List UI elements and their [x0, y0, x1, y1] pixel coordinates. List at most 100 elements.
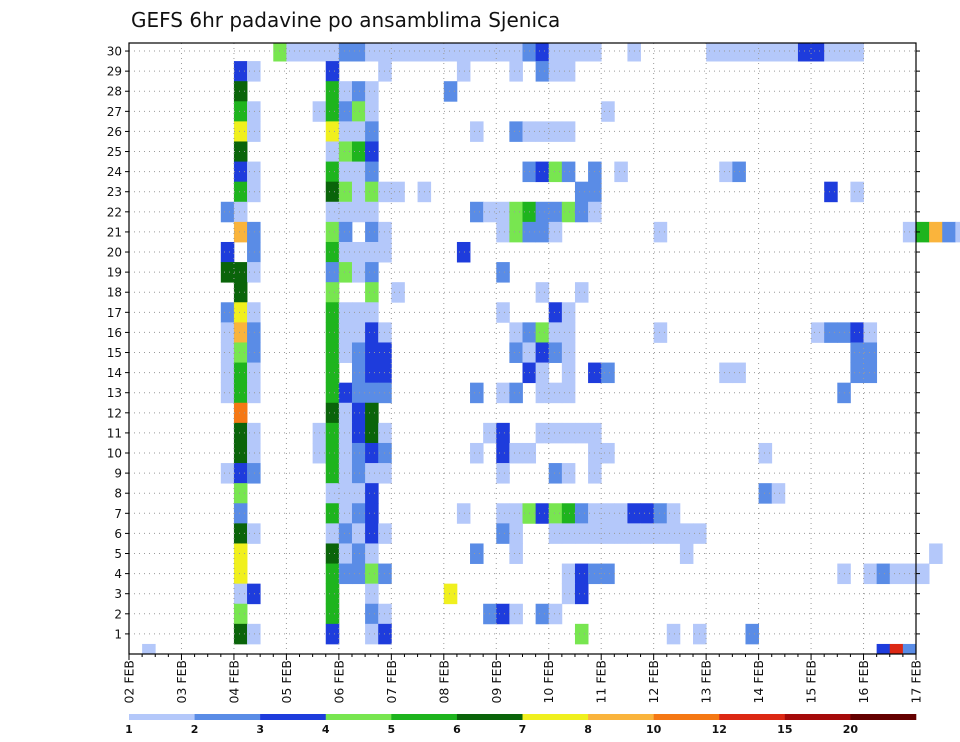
colorbar-label: 6	[453, 723, 461, 736]
heatmap-cell	[496, 463, 510, 484]
heatmap-cell	[351, 483, 366, 504]
heatmap-cell	[220, 262, 235, 283]
heatmap-cell	[771, 43, 786, 62]
heatmap-cell	[325, 201, 340, 223]
heatmap-cell	[325, 442, 340, 464]
x-tick-label: 04 FEB	[226, 660, 241, 704]
x-tick-label: 14 FEB	[751, 660, 766, 704]
heatmap-cell	[574, 583, 589, 605]
chart-title: GEFS 6hr padavine po ansamblima Sjenica	[131, 8, 560, 32]
heatmap-cell	[876, 643, 891, 655]
heatmap-cell	[365, 623, 379, 645]
heatmap-cell	[365, 121, 379, 142]
heatmap-cell	[535, 221, 550, 243]
heatmap-cell	[233, 382, 248, 404]
heatmap-cell	[233, 302, 248, 323]
heatmap-cell	[233, 262, 248, 283]
heatmap-cell	[955, 221, 960, 243]
colorbar-swatch	[325, 714, 392, 720]
heatmap-cell	[247, 382, 261, 404]
heatmap-cell	[233, 141, 248, 162]
heatmap-cell	[496, 302, 510, 323]
heatmap-cell	[365, 181, 379, 203]
heatmap-cell	[351, 141, 366, 162]
heatmap-cell	[758, 442, 773, 464]
x-tick-label: 15 FEB	[804, 660, 819, 704]
heatmap-cell	[732, 43, 746, 62]
y-axis: 1234567891011121314151617181920212223242…	[107, 45, 920, 641]
heatmap-cell	[889, 563, 904, 585]
heatmap-cell	[325, 523, 340, 544]
colorbar-label: 5	[388, 723, 396, 736]
heatmap-cell	[509, 121, 523, 142]
heatmap-cell	[338, 201, 353, 223]
heatmap-cell	[338, 543, 353, 564]
heatmap-cell	[889, 643, 904, 655]
heatmap-cell	[220, 201, 235, 223]
heatmap-cell	[863, 362, 878, 384]
heatmap-cell	[325, 402, 340, 424]
heatmap-cell	[456, 61, 471, 82]
heatmap-cell	[338, 161, 353, 183]
heatmap-cell	[561, 503, 576, 524]
heatmap-cell	[351, 262, 366, 283]
heatmap-cell	[365, 43, 379, 62]
heatmap-cell	[220, 302, 235, 323]
heatmap-cell	[220, 241, 235, 263]
heatmap-cell	[601, 523, 615, 544]
heatmap-cell	[509, 221, 523, 243]
heatmap-cell	[365, 81, 379, 102]
heatmap-cell	[325, 422, 340, 444]
colorbar: 1 2 3 4 5 6 7 8 10 12 15 20	[125, 714, 917, 736]
heatmap-cell	[483, 43, 497, 62]
heatmap-cell	[338, 121, 353, 142]
heatmap-cell	[548, 342, 563, 363]
y-tick-label: 5	[114, 547, 122, 561]
x-tick-label: 07 FEB	[384, 660, 399, 704]
heatmap-cell	[470, 442, 484, 464]
heatmap-cell	[365, 302, 379, 323]
heatmap-cell	[365, 583, 379, 605]
heatmap-cell	[456, 241, 471, 263]
heatmap-cell	[522, 43, 537, 62]
x-axis: 02 FEB 03 FEB 04 FEB 05 FEB 06 FEB 07 FEB 08 F…	[122, 654, 924, 704]
heatmap-cell	[325, 342, 340, 363]
heatmap-cell	[561, 422, 576, 444]
heatmap-cell	[496, 221, 510, 243]
heatmap-cell	[601, 362, 615, 384]
colorbar-label: 12	[712, 723, 727, 736]
heatmap-cell	[535, 121, 550, 142]
heatmap-cell	[417, 43, 432, 62]
heatmap-cell	[365, 322, 379, 343]
heatmap-cell	[325, 362, 340, 384]
heatmap-cell	[365, 161, 379, 183]
x-tick-label: 06 FEB	[331, 660, 346, 704]
heatmap-cell	[233, 61, 248, 82]
heatmap-cell	[496, 503, 510, 524]
heatmap-cell	[561, 563, 576, 585]
heatmap-cell	[365, 282, 379, 303]
heatmap-cell	[561, 362, 576, 384]
colorbar-label: 8	[584, 723, 592, 736]
colorbar-swatch	[129, 714, 195, 720]
heatmap-cell	[247, 181, 261, 203]
colorbar-swatch	[391, 714, 458, 720]
heatmap-cell	[325, 483, 340, 504]
y-tick-label: 24	[107, 165, 122, 179]
heatmap-cell	[233, 282, 248, 303]
heatmap-cell	[351, 101, 366, 122]
colorbar-label: 15	[777, 723, 792, 736]
heatmap-cell	[247, 241, 261, 263]
heatmap-cell	[824, 181, 838, 203]
heatmap-cell	[338, 81, 353, 102]
heatmap-cell	[561, 161, 576, 183]
heatmap-cell	[325, 382, 340, 404]
y-tick-label: 7	[114, 507, 122, 521]
x-tick-label: 03 FEB	[174, 660, 189, 704]
heatmap-cell	[561, 523, 576, 544]
heatmap-cell	[247, 523, 261, 544]
heatmap-cell	[719, 362, 733, 384]
heatmap-cell	[811, 322, 825, 343]
heatmap-cell	[247, 121, 261, 142]
heatmap-cell	[325, 302, 340, 323]
